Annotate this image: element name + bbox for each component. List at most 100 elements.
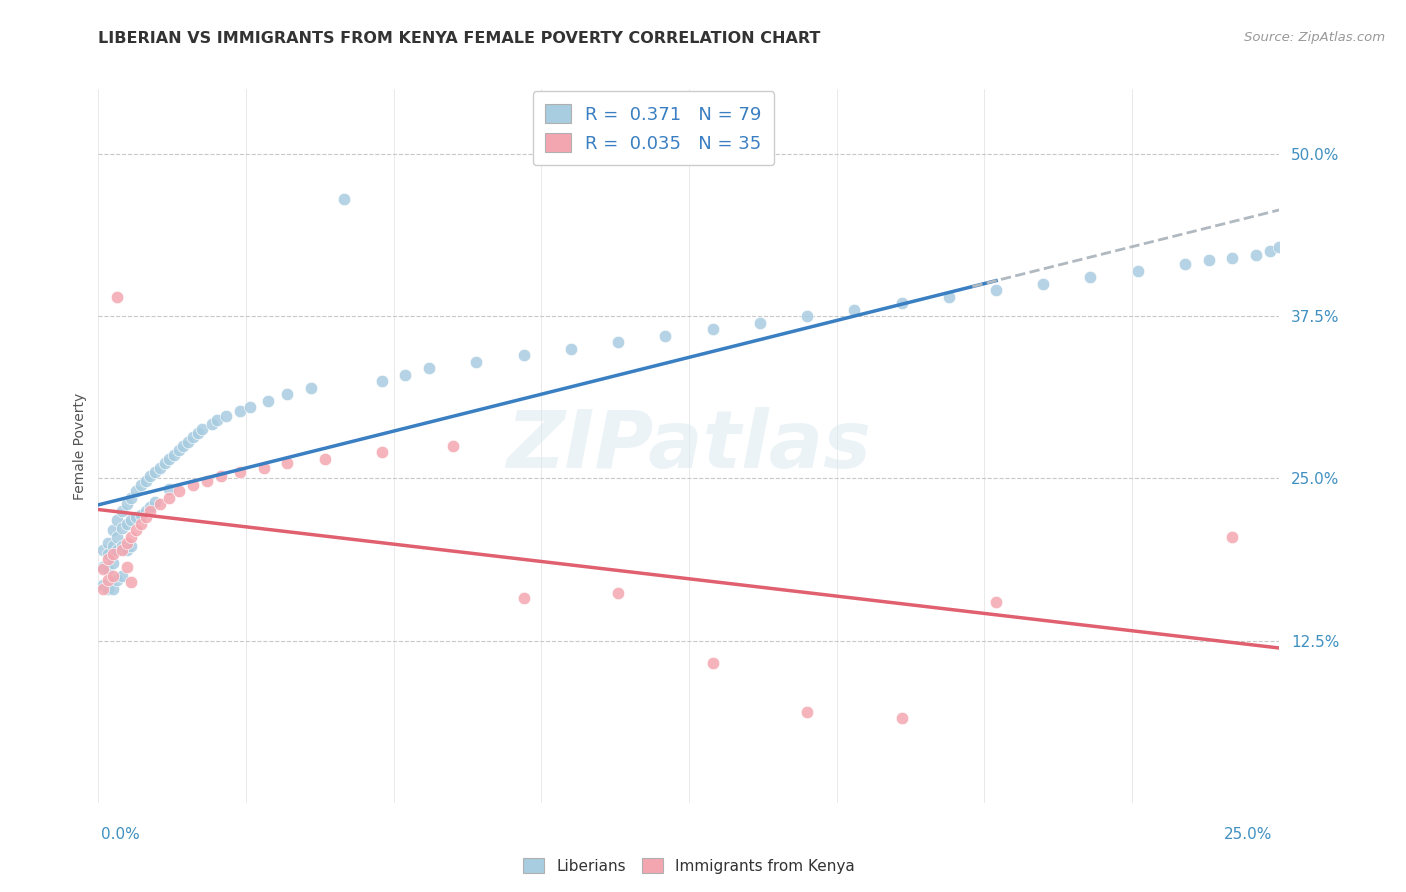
Point — [1244, 248, 1267, 262]
Point — [105, 573, 128, 587]
Point — [135, 504, 157, 518]
Point — [702, 322, 724, 336]
Point — [195, 474, 218, 488]
Point — [890, 711, 912, 725]
Point — [441, 439, 464, 453]
Point — [139, 500, 162, 514]
Text: 0.0%: 0.0% — [101, 827, 141, 841]
Point — [111, 521, 134, 535]
Legend: R =  0.371   N = 79, R =  0.035   N = 35: R = 0.371 N = 79, R = 0.035 N = 35 — [533, 91, 775, 165]
Point — [984, 283, 1007, 297]
Point — [201, 417, 224, 431]
Point — [129, 516, 152, 531]
Point — [97, 582, 120, 596]
Point — [121, 539, 143, 553]
Point — [1220, 251, 1243, 265]
Point — [139, 504, 162, 518]
Point — [115, 516, 138, 531]
Point — [299, 381, 322, 395]
Point — [418, 361, 440, 376]
Text: Source: ZipAtlas.com: Source: ZipAtlas.com — [1244, 31, 1385, 45]
Point — [181, 430, 204, 444]
Point — [167, 442, 190, 457]
Point — [91, 582, 114, 596]
Text: 25.0%: 25.0% — [1225, 827, 1272, 841]
Point — [111, 568, 134, 582]
Point — [125, 484, 148, 499]
Point — [105, 290, 128, 304]
Point — [135, 510, 157, 524]
Point — [796, 310, 818, 324]
Point — [938, 290, 960, 304]
Y-axis label: Female Poverty: Female Poverty — [73, 392, 87, 500]
Point — [181, 478, 204, 492]
Point — [1268, 240, 1291, 254]
Point — [143, 495, 166, 509]
Point — [101, 568, 124, 582]
Point — [229, 404, 252, 418]
Point — [890, 296, 912, 310]
Point — [172, 439, 194, 453]
Point — [984, 595, 1007, 609]
Point — [1198, 253, 1220, 268]
Point — [209, 468, 232, 483]
Point — [177, 435, 200, 450]
Point — [607, 585, 630, 599]
Point — [91, 578, 114, 592]
Point — [105, 513, 128, 527]
Point — [1080, 270, 1102, 285]
Point — [153, 456, 176, 470]
Point — [215, 409, 238, 424]
Point — [157, 452, 180, 467]
Point — [1126, 264, 1149, 278]
Point — [512, 591, 534, 605]
Point — [91, 559, 114, 574]
Point — [101, 556, 124, 570]
Point — [91, 562, 114, 576]
Point — [105, 530, 128, 544]
Point — [314, 452, 336, 467]
Point — [702, 656, 724, 670]
Point — [465, 354, 488, 368]
Point — [607, 335, 630, 350]
Point — [97, 547, 120, 561]
Point — [205, 413, 228, 427]
Point — [111, 542, 134, 557]
Point — [101, 539, 124, 553]
Point — [560, 342, 582, 356]
Point — [125, 510, 148, 524]
Point — [115, 536, 138, 550]
Point — [257, 393, 280, 408]
Point — [371, 374, 394, 388]
Point — [157, 482, 180, 496]
Text: ZIPatlas: ZIPatlas — [506, 407, 872, 485]
Point — [1174, 257, 1197, 271]
Point — [129, 508, 152, 522]
Point — [512, 348, 534, 362]
Point — [844, 302, 866, 317]
Point — [125, 524, 148, 538]
Point — [149, 461, 172, 475]
Point — [115, 559, 138, 574]
Point — [149, 497, 172, 511]
Point — [276, 387, 298, 401]
Point — [115, 497, 138, 511]
Point — [121, 513, 143, 527]
Point — [394, 368, 416, 382]
Point — [111, 539, 134, 553]
Point — [1220, 530, 1243, 544]
Point — [163, 448, 186, 462]
Point — [796, 705, 818, 719]
Point — [121, 530, 143, 544]
Point — [97, 562, 120, 576]
Point — [157, 491, 180, 505]
Legend: Liberians, Immigrants from Kenya: Liberians, Immigrants from Kenya — [517, 852, 860, 880]
Point — [229, 465, 252, 479]
Point — [654, 328, 676, 343]
Point — [135, 474, 157, 488]
Point — [91, 542, 114, 557]
Point — [143, 465, 166, 479]
Point — [101, 582, 124, 596]
Point — [333, 193, 356, 207]
Point — [167, 484, 190, 499]
